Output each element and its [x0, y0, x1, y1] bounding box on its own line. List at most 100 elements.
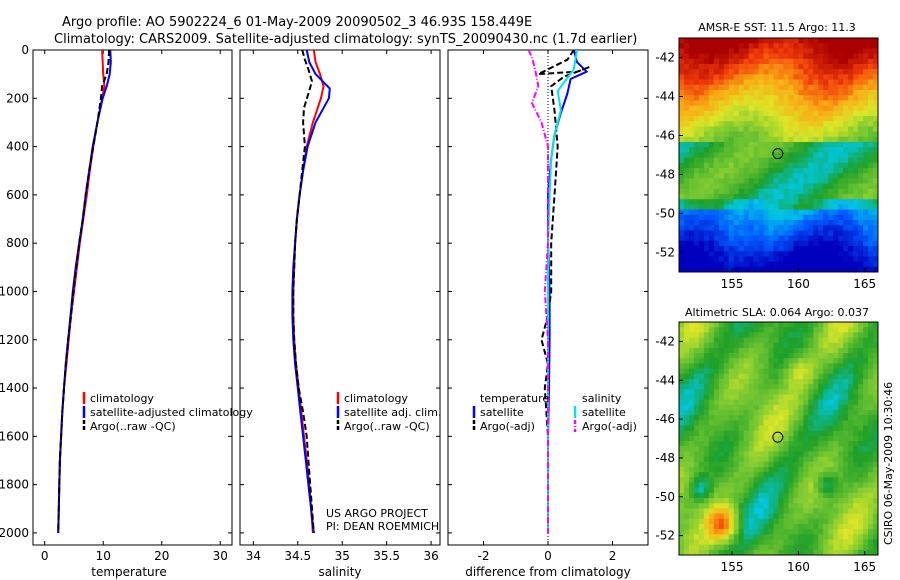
heatmap-cell — [708, 225, 715, 231]
heatmap-cell — [763, 482, 769, 489]
heatmap-cell — [813, 492, 819, 499]
heatmap-cell — [693, 482, 700, 489]
heatmap-cell — [828, 178, 834, 184]
heatmap-cell — [858, 126, 864, 132]
heatmap-cell — [793, 373, 799, 380]
heatmap-cell — [733, 121, 740, 127]
heatmap-cell — [808, 347, 814, 354]
heatmap-cell — [823, 246, 829, 252]
heatmap-cell — [818, 235, 824, 242]
heatmap-cell — [698, 498, 705, 504]
heatmap-cell — [753, 79, 760, 86]
heatmap-cell — [868, 430, 874, 437]
heatmap-cell — [813, 415, 819, 421]
heatmap-cell — [758, 399, 764, 406]
heatmap-cell — [773, 246, 779, 252]
heatmap-cell — [848, 549, 854, 556]
heatmap-cell — [703, 451, 710, 458]
heatmap-cell — [823, 48, 829, 54]
heatmap-cell — [718, 79, 725, 86]
heatmap-cell — [788, 410, 794, 416]
heatmap-cell — [778, 466, 784, 473]
salinity-axes-frame — [239, 49, 441, 546]
heatmap-cell — [788, 194, 794, 200]
heatmap-cell — [728, 79, 735, 86]
heatmap-cell — [828, 214, 834, 221]
heatmap-cell — [723, 498, 730, 504]
heatmap-cell — [693, 456, 700, 463]
heatmap-cell — [748, 415, 755, 421]
heatmap-cell — [679, 399, 685, 406]
heatmap-cell — [703, 266, 710, 273]
heatmap-cell — [713, 58, 720, 65]
heatmap-cell — [813, 466, 819, 473]
heatmap-cell — [728, 534, 735, 540]
heatmap-cell — [808, 74, 814, 80]
heatmap-cell — [753, 513, 760, 520]
heatmap-cell — [713, 43, 720, 49]
heatmap-cell — [683, 384, 690, 390]
heatmap-cell — [833, 492, 839, 499]
heatmap-cell — [743, 523, 750, 530]
heatmap-cell — [838, 84, 844, 91]
heatmap-cell — [708, 410, 715, 416]
heatmap-cell — [783, 131, 789, 138]
heatmap-cell — [693, 131, 700, 138]
heatmap-cell — [868, 498, 874, 504]
heatmap-cell — [808, 162, 814, 169]
heatmap-cell — [863, 472, 869, 478]
heatmap-cell — [808, 534, 814, 540]
heatmap-cell — [868, 100, 874, 106]
heatmap-cell — [758, 188, 764, 195]
heatmap-cell — [828, 116, 834, 122]
heatmap-cell — [843, 399, 849, 406]
heatmap-cell — [798, 420, 804, 426]
heatmap-cell — [793, 38, 799, 44]
heatmap-cell — [703, 327, 710, 333]
heatmap-cell — [813, 404, 819, 411]
heatmap-cell — [758, 142, 764, 148]
heatmap-cell — [708, 472, 715, 478]
heatmap-cell — [748, 456, 755, 463]
heatmap-cell — [743, 410, 750, 416]
figure-title-line1: Argo profile: AO 5902224_6 01-May-2009 2… — [62, 15, 532, 30]
heatmap-cell — [818, 472, 824, 478]
heatmap-cell — [808, 425, 814, 432]
heatmap-cell — [773, 53, 779, 60]
heatmap-cell — [808, 415, 814, 421]
heatmap-cell — [738, 38, 745, 44]
heatmap-cell — [848, 136, 854, 143]
heatmap-cell — [768, 230, 774, 236]
heatmap-cell — [703, 404, 710, 411]
heatmap-cell — [868, 492, 874, 499]
heatmap-cell — [758, 204, 764, 210]
heatmap-cell — [748, 492, 755, 499]
heatmap-cell — [828, 337, 834, 344]
heatmap-cell — [683, 435, 690, 442]
series-line-argo-raw-qc — [57, 49, 111, 533]
heatmap-cell — [853, 240, 859, 247]
heatmap-cell — [833, 84, 839, 91]
heatmap-cell — [698, 508, 705, 514]
heatmap-cell — [743, 420, 750, 426]
heatmap-cell — [679, 90, 685, 96]
heatmap-cell — [798, 235, 804, 242]
heatmap-cell — [808, 378, 814, 385]
heatmap-cell — [763, 498, 769, 504]
heatmap-cell — [743, 353, 750, 359]
heatmap-cell — [833, 430, 839, 437]
heatmap-cell — [838, 220, 844, 226]
heatmap-cell — [833, 322, 839, 328]
heatmap-cell — [823, 529, 829, 535]
heatmap-cell — [848, 100, 854, 106]
heatmap-cell — [713, 347, 720, 354]
heatmap-cell — [703, 353, 710, 359]
heatmap-cell — [853, 100, 859, 106]
heatmap-cell — [738, 523, 745, 530]
heatmap-cell — [733, 147, 740, 153]
heatmap-cell — [683, 74, 690, 80]
heatmap-cell — [848, 204, 854, 210]
heatmap-cell — [743, 358, 750, 364]
heatmap-cell — [833, 246, 839, 252]
heatmap-cell — [843, 194, 849, 200]
